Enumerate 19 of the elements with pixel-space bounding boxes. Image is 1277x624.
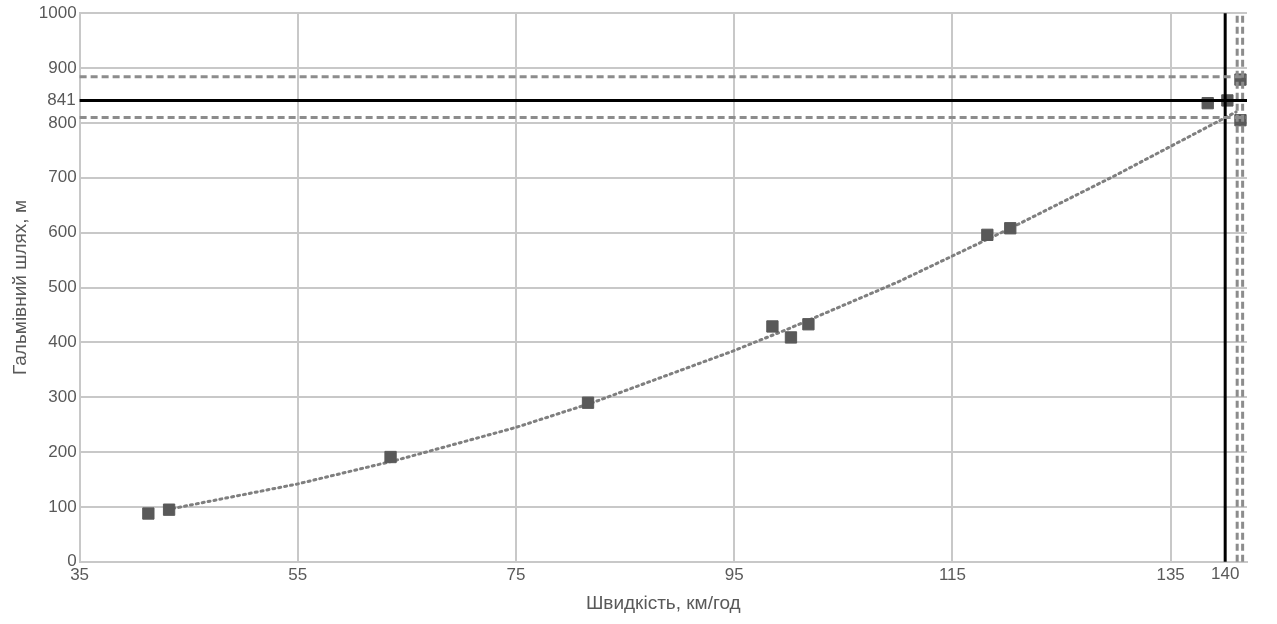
y-tick-label: 300 <box>48 386 77 406</box>
y-tick-label: 900 <box>48 57 77 77</box>
x-axis-title: Швидкість, км/год <box>585 591 741 613</box>
x-tick-label: 95 <box>724 564 744 584</box>
y-tick-label: 400 <box>48 332 77 352</box>
x-tick-label: 55 <box>288 564 308 584</box>
y-tick-label: 200 <box>48 441 77 461</box>
x-tick-label: 135 <box>1156 564 1185 584</box>
x-tick-label: 115 <box>938 564 966 584</box>
y-tick-label: 100 <box>48 496 77 516</box>
y-tick-label: 500 <box>48 277 77 297</box>
y-axis-title: Гальмівний шлях, м <box>8 200 30 375</box>
ref-line-label: 841 <box>47 90 76 110</box>
y-tick-label: 600 <box>48 222 77 242</box>
y-tick-label: 700 <box>48 167 77 187</box>
ref-line-label: 140 <box>1210 563 1240 583</box>
x-tick-label: 75 <box>506 564 526 584</box>
y-tick-label: 1000 <box>38 2 77 22</box>
y-tick-label: 800 <box>48 112 77 132</box>
